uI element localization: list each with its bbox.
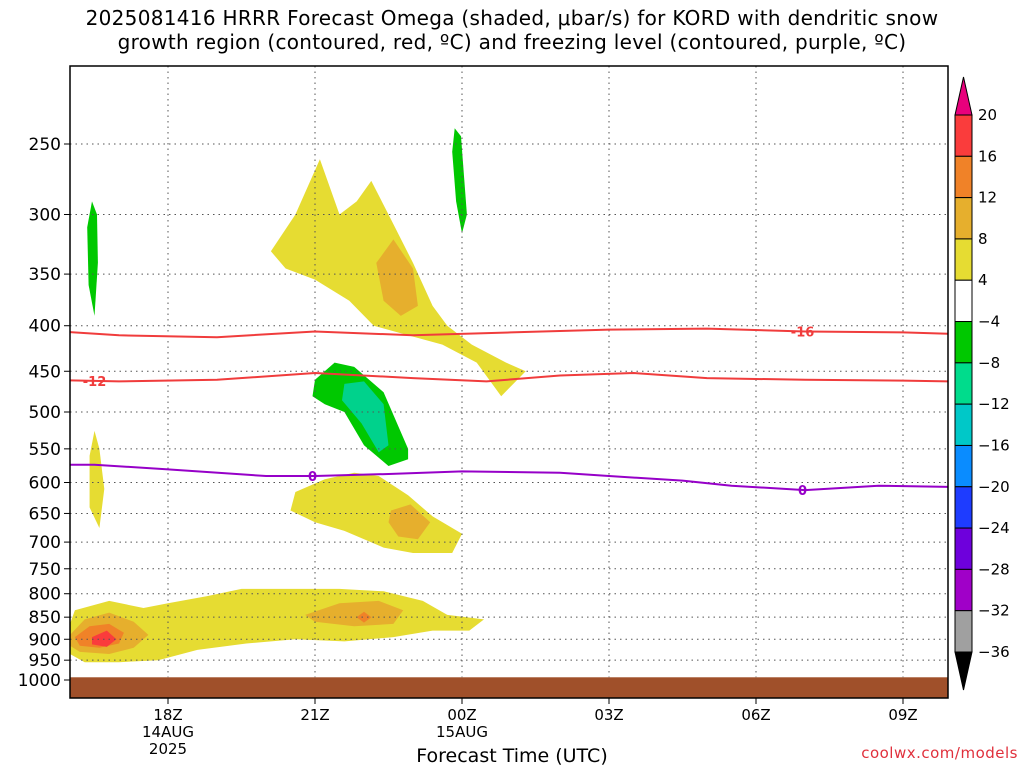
contour-line-red-0	[70, 327, 948, 339]
omega-shading	[70, 128, 526, 663]
credit-text: coolwx.com/models	[861, 744, 1018, 762]
colorbar-label--4: −4	[978, 313, 1000, 331]
colorbar-label--24: −24	[978, 519, 1010, 537]
colorbar-label--20: −20	[978, 478, 1010, 496]
colorbar-label--36: −36	[978, 643, 1010, 661]
omega-region-0	[87, 201, 98, 316]
colorbar-label-8: 8	[978, 230, 988, 248]
colorbar-bin-5	[954, 321, 973, 364]
x-tick-label-27-0: 03Z	[594, 706, 623, 724]
omega-region-12	[92, 630, 117, 647]
omega-region-13	[305, 600, 404, 627]
colorbar-bin-7	[954, 403, 973, 446]
x-tick-label-30-0: 06Z	[741, 706, 770, 724]
colorbar-label--16: −16	[978, 436, 1010, 454]
x-tick-label-24-1: 15AUG	[436, 723, 488, 741]
y-tick-label-450: 450	[29, 362, 61, 382]
title-line-1: 2025081416 HRRR Forecast Omega (shaded, …	[85, 6, 939, 30]
ground-band	[70, 677, 948, 698]
omega-region-6	[89, 430, 105, 528]
y-tick-label-750: 750	[29, 560, 61, 580]
omega-region-3	[342, 381, 389, 453]
y-tick-label-250: 250	[29, 135, 61, 155]
colorbar-bin-4	[954, 279, 973, 323]
y-tick-label-600: 600	[29, 473, 61, 493]
colorbar-label-4: 4	[978, 271, 988, 289]
contour-label-purple-1: 0	[798, 484, 807, 499]
colorbar-bin-0	[954, 114, 973, 157]
colorbar-over-triangle	[954, 76, 973, 116]
y-tick-label-700: 700	[29, 533, 61, 553]
contour-label-red-0: -16	[791, 325, 815, 340]
colorbar-bin-8	[954, 444, 973, 488]
colorbar-label--28: −28	[978, 560, 1010, 578]
colorbar-bin-1	[954, 155, 973, 199]
y-tick-label-400: 400	[29, 317, 61, 337]
colorbar-label-12: 12	[978, 189, 997, 207]
x-tick-label-18-2: 2025	[149, 740, 187, 758]
y-tick-label-850: 850	[29, 608, 61, 628]
contour-label-purple-0: 0	[308, 470, 317, 485]
contour-line-red-1	[70, 371, 948, 383]
plot-frame	[69, 65, 949, 699]
colorbar-label--8: −8	[978, 354, 1000, 372]
colorbar-bin-3	[954, 238, 973, 281]
chart-title: 2025081416 HRRR Forecast Omega (shaded, …	[0, 6, 1024, 54]
x-tick-label-18-0: 18Z	[153, 706, 182, 724]
colorbar-bin-11	[954, 568, 973, 612]
colorbar-label--12: −12	[978, 395, 1010, 413]
colorbar-bin-6	[954, 362, 973, 405]
y-tick-label-800: 800	[29, 585, 61, 605]
x-tick-label-24-0: 00Z	[447, 706, 476, 724]
x-tick-label-18-1: 14AUG	[142, 723, 194, 741]
y-tick-label-350: 350	[29, 265, 61, 285]
y-tick-label-500: 500	[29, 403, 61, 423]
colorbar-label-16: 16	[978, 147, 997, 165]
contour-line-purple-0	[70, 463, 948, 492]
ground-rect	[70, 677, 948, 698]
colorbar-under-triangle	[954, 651, 973, 691]
y-tick-label-550: 550	[29, 440, 61, 460]
colorbar-label--32: −32	[978, 602, 1010, 620]
x-axis-label: Forecast Time (UTC)	[416, 745, 608, 767]
x-tick-label-33-0: 09Z	[888, 706, 917, 724]
colorbar: 20 16 12 8 4 −4 −8 −12 −16 −20 −24 −28 −32 −36	[954, 76, 1010, 691]
axes: 2503003504004505005506006507007508008509…	[18, 65, 949, 758]
omega-region-5	[376, 239, 418, 316]
colorbar-label-20: 20	[978, 106, 997, 124]
contour-lines: -16 -12 0 0	[70, 325, 948, 499]
colorbar-bin-9	[954, 486, 973, 529]
colorbar-bin-2	[954, 197, 973, 240]
omega-region-8	[388, 504, 431, 540]
y-tick-label-650: 650	[29, 504, 61, 524]
title-line-2: growth region (contoured, red, ºC) and f…	[117, 30, 907, 54]
y-tick-label-900: 900	[29, 630, 61, 650]
colorbar-bin-12	[954, 610, 973, 653]
y-tick-label-300: 300	[29, 205, 61, 225]
y-tick-label-1000: 1000	[18, 671, 61, 691]
colorbar-bin-10	[954, 527, 973, 570]
omega-region-1	[452, 128, 467, 234]
contour-label-red-1: -12	[83, 375, 107, 390]
y-tick-label-950: 950	[29, 651, 61, 671]
grid-lines	[70, 66, 948, 678]
x-tick-label-21-0: 21Z	[300, 706, 329, 724]
omega-region-14	[356, 611, 372, 623]
